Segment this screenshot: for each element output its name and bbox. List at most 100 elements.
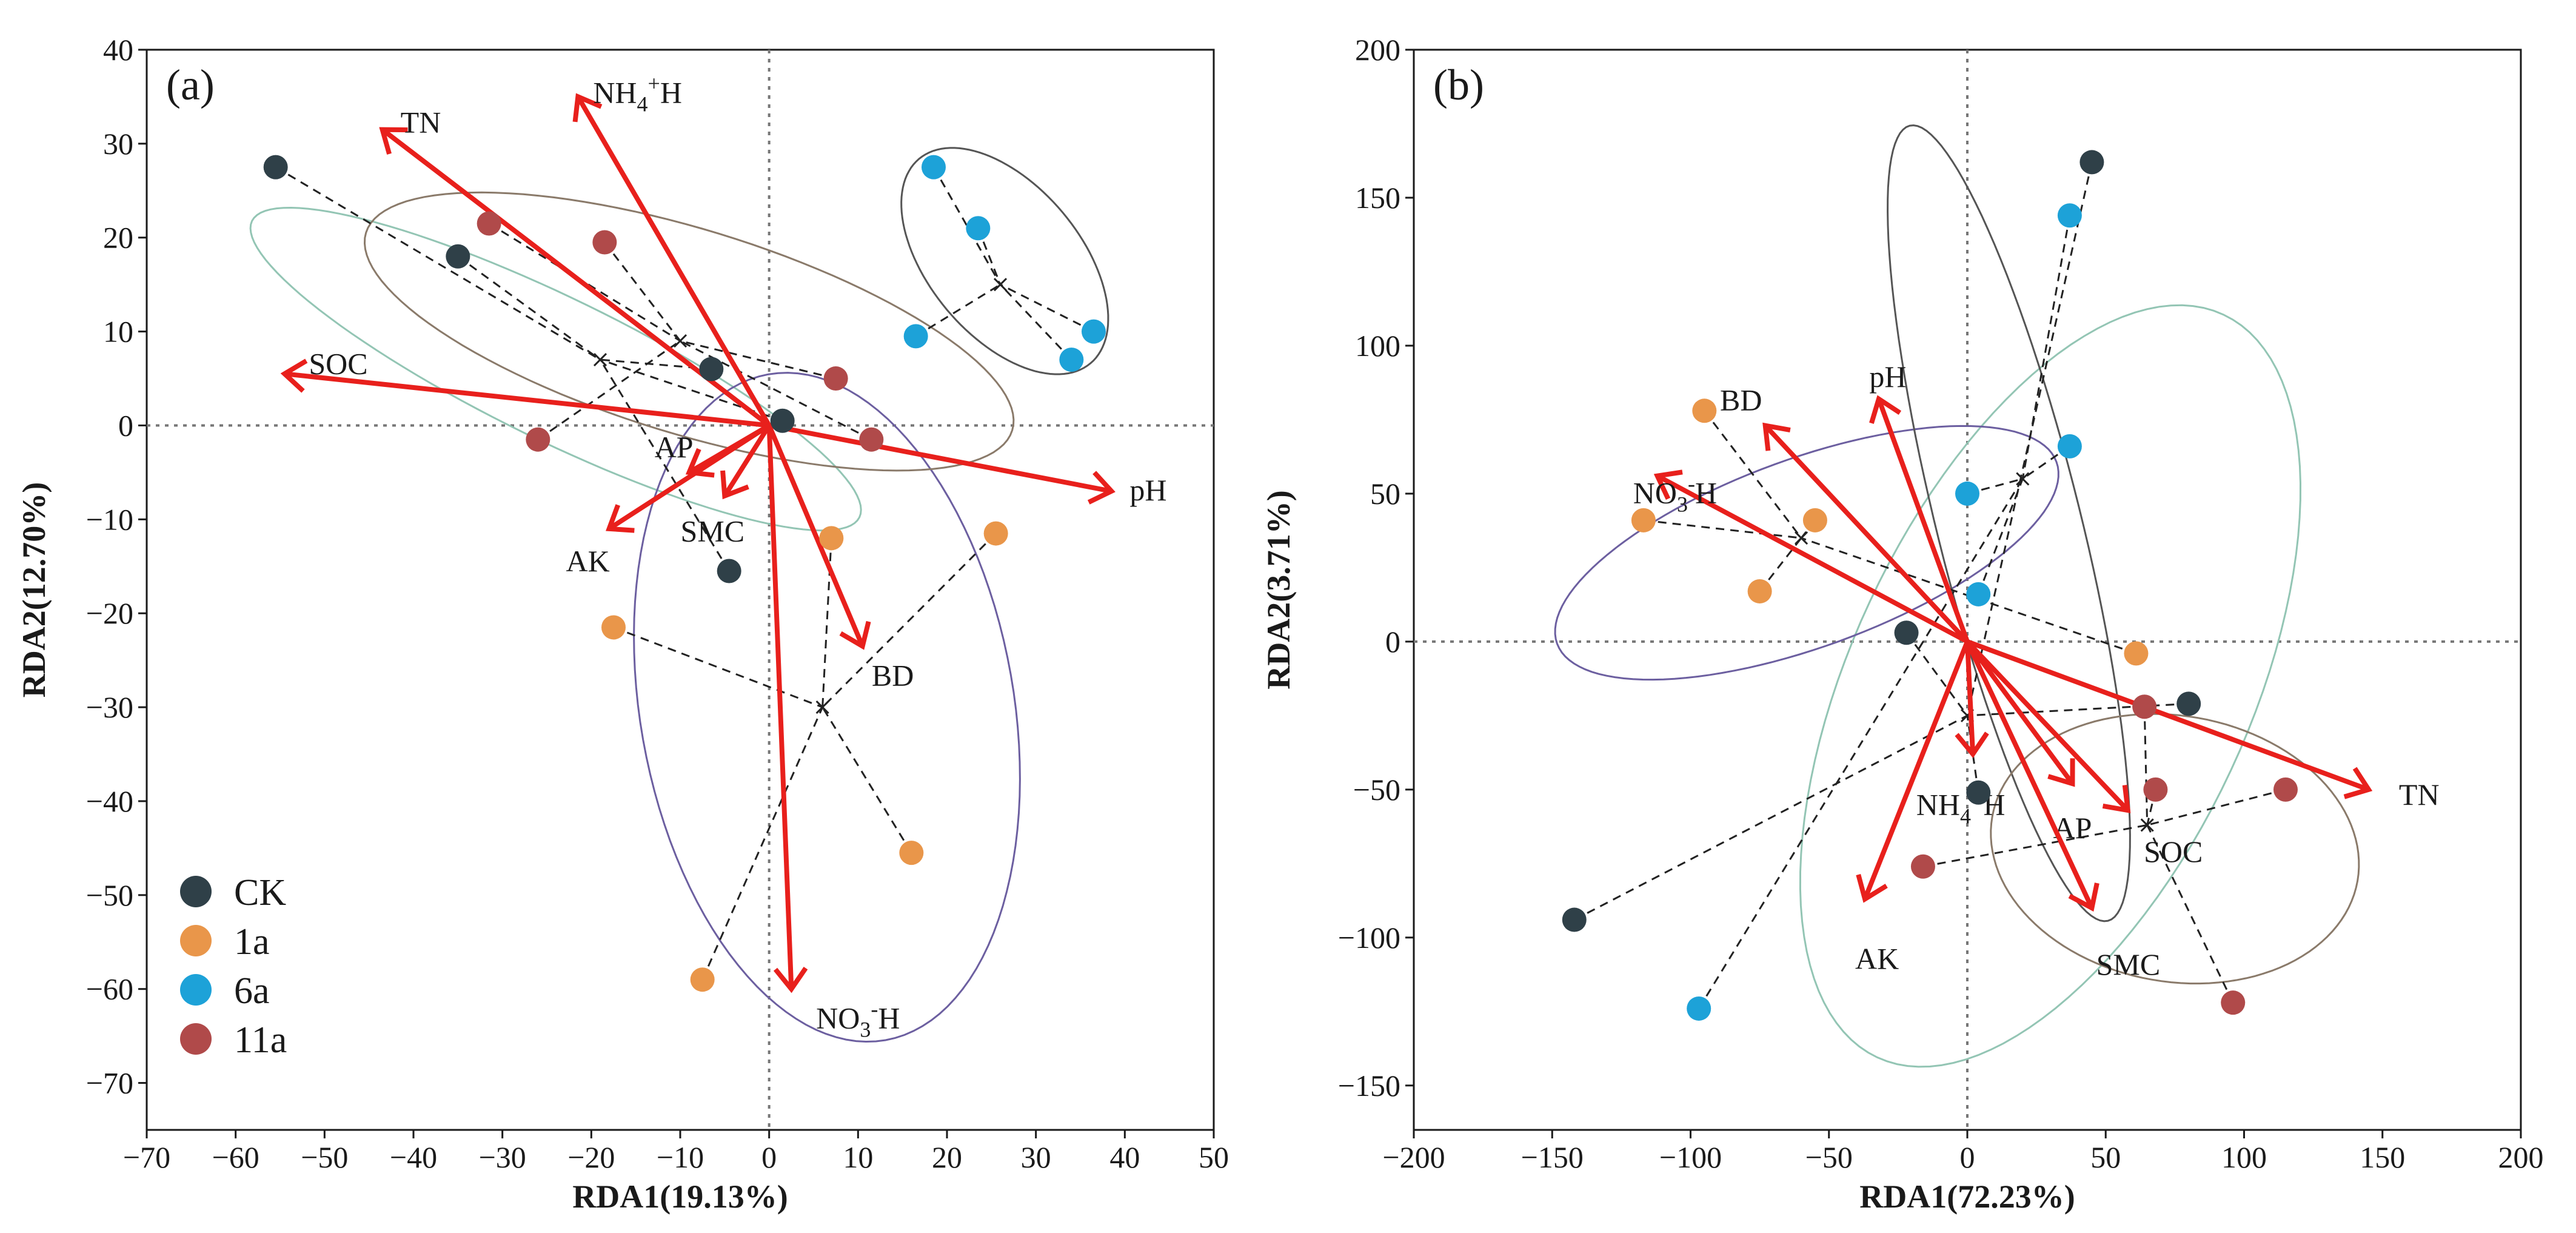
point-6a xyxy=(1955,481,1979,506)
centroid-1a xyxy=(1795,531,1808,545)
legend-label-1a: 1a xyxy=(234,921,270,963)
ellipse-1a xyxy=(633,372,1021,1043)
y-tick-label: 20 xyxy=(103,221,133,255)
legend-label-6a: 6a xyxy=(234,970,270,1012)
ellipse-ck xyxy=(1799,304,2302,1068)
ellipse-ck xyxy=(249,206,862,532)
arrow-no-h xyxy=(766,425,808,993)
point-ck xyxy=(1966,780,1991,805)
x-tick-label: −10 xyxy=(657,1140,704,1174)
spider-line-1a xyxy=(821,533,997,708)
y-tick-label: −50 xyxy=(1353,773,1400,807)
ellipse-11a xyxy=(1990,713,2360,985)
x-tick-label: 40 xyxy=(1109,1140,1140,1174)
point-1a xyxy=(819,526,844,551)
spider-line-6a xyxy=(2022,445,2070,480)
arrow-label-nh-h: NH4+H xyxy=(593,71,682,116)
arrow-ph xyxy=(768,423,1116,505)
x-tick-label: 0 xyxy=(761,1140,777,1174)
point-ck xyxy=(263,155,288,180)
point-1a xyxy=(690,967,715,992)
x-tick-label: −40 xyxy=(390,1140,437,1174)
x-tick-label: −20 xyxy=(567,1140,615,1174)
point-1a xyxy=(2124,641,2149,666)
centroid-6a xyxy=(2016,472,2030,486)
arrow-soc xyxy=(1965,640,2131,813)
point-6a xyxy=(1082,319,1106,344)
point-ck xyxy=(2079,150,2104,175)
arrow-label-nh-h: NH4+H xyxy=(1916,783,2006,828)
spider-line-6a xyxy=(932,166,1002,285)
point-6a xyxy=(2057,203,2082,228)
y-axis-title: RDA2(3.71%) xyxy=(1260,490,1297,689)
point-1a xyxy=(1747,579,1772,603)
point-11a xyxy=(477,211,501,236)
arrow-bd xyxy=(766,424,871,650)
arrow-label-ak: AK xyxy=(566,544,610,578)
arrow-ph xyxy=(1869,395,1970,643)
point-1a xyxy=(899,841,924,865)
x-axis-title: RDA1(19.13%) xyxy=(572,1178,788,1215)
point-ck xyxy=(1562,907,1587,932)
centroid-11a xyxy=(2140,818,2154,832)
point-6a xyxy=(1966,582,1991,606)
y-tick-label: 100 xyxy=(1355,329,1400,363)
point-1a xyxy=(1631,508,1656,533)
point-11a xyxy=(2132,694,2157,719)
arrow-label-ap: AP xyxy=(655,430,694,464)
y-tick-label: 10 xyxy=(103,315,133,349)
x-tick-label: −100 xyxy=(1659,1140,1722,1174)
spider-line-1a xyxy=(1643,519,1802,539)
point-6a xyxy=(1687,996,1711,1021)
arrow-label-smc: SMC xyxy=(2096,947,2161,981)
centroid-1a xyxy=(815,700,829,714)
spider-line-11a xyxy=(604,241,681,342)
x-tick-label: −70 xyxy=(123,1140,170,1174)
legend-marker-1a xyxy=(180,925,212,956)
point-ck xyxy=(2176,691,2201,716)
arrow-label-tn: TN xyxy=(401,106,441,139)
x-tick-label: 100 xyxy=(2221,1140,2267,1174)
arrow-label-tn: TN xyxy=(2399,778,2440,811)
point-11a xyxy=(2143,777,2168,802)
panel-label: (a) xyxy=(166,61,215,109)
y-tick-label: 30 xyxy=(103,127,133,161)
ellipse-11a xyxy=(363,191,1015,472)
x-tick-label: 20 xyxy=(932,1140,962,1174)
y-tick-label: 40 xyxy=(103,33,133,67)
centroid-ck xyxy=(593,353,607,367)
spider-line-11a xyxy=(1922,824,2147,868)
spider-line-11a xyxy=(2147,788,2286,826)
arrow-smc xyxy=(720,424,772,500)
spider-line-11a xyxy=(2143,707,2149,825)
x-tick-label: 30 xyxy=(1021,1140,1051,1174)
ellipse-6a xyxy=(900,147,1109,375)
y-tick-label: −10 xyxy=(86,502,133,536)
legend: CK 1a 6a 11a xyxy=(180,872,287,1061)
point-6a xyxy=(922,155,946,180)
y-tick-label: −150 xyxy=(1338,1069,1400,1103)
point-ck xyxy=(770,408,795,433)
spider-line-6a xyxy=(2021,215,2071,479)
y-tick-label: 0 xyxy=(118,408,133,442)
point-ck xyxy=(1894,620,1919,645)
arrow-label-ph: pH xyxy=(1869,360,1906,394)
point-ck xyxy=(699,357,724,381)
centroid-11a xyxy=(673,334,687,348)
spider-line-6a xyxy=(1967,478,2023,495)
ellipse-6a xyxy=(1887,124,2131,922)
spider-line-1a xyxy=(1759,537,1802,592)
x-tick-label: 0 xyxy=(1960,1140,1975,1174)
x-tick-label: 50 xyxy=(1199,1140,1229,1174)
panel-a: −70 −60 −50 −40 −30 −20 −10 0 10 20 30 40 50 −70 −60 −5… xyxy=(16,33,1229,1215)
x-tick-label: 150 xyxy=(2360,1140,2405,1174)
arrow-no-h xyxy=(1653,469,1969,644)
y-tick-label: 200 xyxy=(1355,33,1400,67)
y-tick-label: −70 xyxy=(86,1066,133,1100)
point-1a xyxy=(1802,508,1827,533)
arrow-label-bd: BD xyxy=(872,658,914,692)
arrow-ap xyxy=(1965,640,2075,787)
spider-line-ck xyxy=(1574,714,1968,921)
arrow-nh-h xyxy=(572,93,772,427)
